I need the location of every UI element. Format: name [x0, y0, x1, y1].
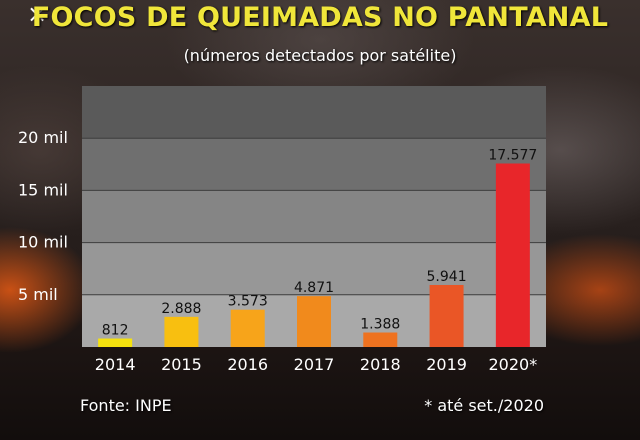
x-tick-label: 2014	[95, 355, 136, 374]
y-tick-label: 5 mil	[18, 285, 58, 304]
x-tick-label: 2018	[360, 355, 401, 374]
data-label: 5.941	[427, 269, 467, 285]
bar	[495, 163, 530, 347]
plot-band	[82, 190, 546, 243]
bar	[429, 284, 464, 347]
plot-band	[82, 242, 546, 295]
bar	[98, 338, 133, 347]
footnote-label: * até set./2020	[424, 396, 544, 415]
data-label: 812	[102, 323, 129, 339]
plot-band	[82, 86, 546, 139]
x-tick-label: 2020*	[488, 355, 537, 374]
y-tick-label: 10 mil	[18, 233, 68, 252]
x-tick-label: 2017	[294, 355, 335, 374]
bar	[230, 309, 265, 347]
data-label: 2.888	[161, 301, 201, 317]
x-tick-label: 2019	[426, 355, 467, 374]
bar	[297, 296, 331, 347]
bar	[363, 332, 398, 347]
chart-subtitle: (números detectados por satélite)	[183, 46, 457, 65]
y-tick-label: 20 mil	[18, 128, 68, 147]
data-label: 3.573	[228, 294, 268, 310]
source-label: Fonte: INPE	[80, 396, 172, 415]
bar	[164, 316, 199, 347]
x-tick-label: 2016	[227, 355, 268, 374]
x-tick-label: 2015	[161, 355, 202, 374]
data-label: 17.577	[488, 147, 537, 163]
plot-band	[82, 138, 546, 191]
data-label: 1.388	[360, 317, 400, 333]
close-icon[interactable]: ×	[26, 0, 48, 28]
chart-title: FOCOS DE QUEIMADAS NO PANTANAL	[31, 2, 609, 33]
data-label: 4.871	[294, 280, 334, 296]
y-tick-label: 15 mil	[18, 180, 68, 199]
